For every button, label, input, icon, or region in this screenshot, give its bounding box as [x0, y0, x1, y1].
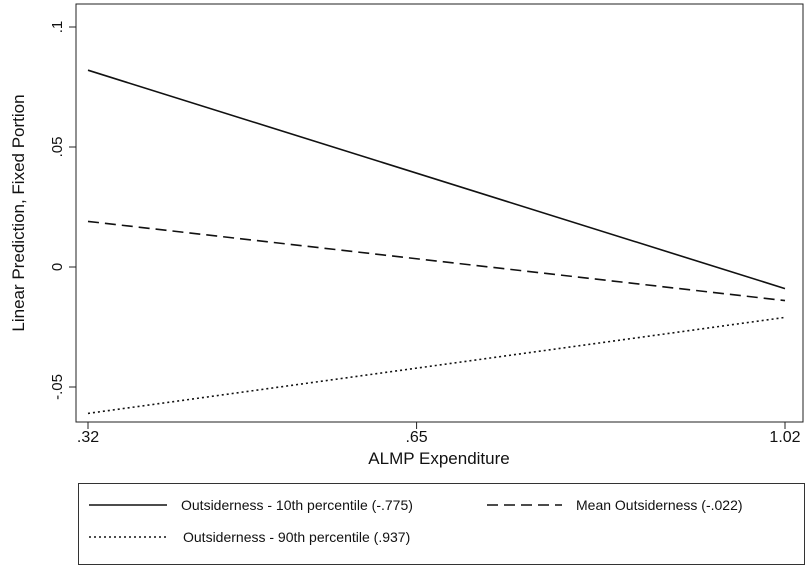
legend-item-mean: Mean Outsiderness (-.022) — [487, 495, 743, 515]
series-line-dashed — [87, 220, 786, 302]
legend-label: Outsiderness - 10th percentile (-.775) — [181, 497, 413, 513]
legend: Outsiderness - 10th percentile (-.775) M… — [78, 483, 805, 565]
legend-dotted-line-swatch — [89, 536, 169, 538]
series-lines — [87, 69, 786, 415]
x-tick-label: .32 — [77, 429, 99, 446]
series-line-solid — [87, 69, 786, 290]
legend-dashed-line-swatch — [487, 504, 562, 506]
legend-item-10th-percentile: Outsiderness - 10th percentile (-.775) — [89, 495, 413, 515]
y-tick-label: -.05 — [49, 374, 66, 400]
plot-area-frame — [75, 3, 804, 423]
y-axis-label: Linear Prediction, Fixed Portion — [9, 94, 28, 331]
y-tick-label: 0 — [49, 263, 66, 271]
y-tick-label: .1 — [49, 21, 66, 34]
x-tick-label: .65 — [405, 429, 427, 446]
x-axis-label: ALMP Expenditure — [368, 449, 509, 468]
series-line-dotted — [87, 316, 786, 415]
x-tick-label: 1.02 — [769, 429, 800, 446]
legend-label: Mean Outsiderness (-.022) — [576, 497, 743, 513]
legend-label: Outsiderness - 90th percentile (.937) — [183, 529, 411, 545]
legend-item-90th-percentile: Outsiderness - 90th percentile (.937) — [89, 527, 410, 547]
legend-solid-line-swatch — [89, 504, 167, 506]
x-axis: .32 .65 1.02 — [76, 421, 803, 446]
y-tick-label: .05 — [49, 137, 66, 158]
y-axis: -.05 0 .05 .1 — [49, 4, 77, 422]
